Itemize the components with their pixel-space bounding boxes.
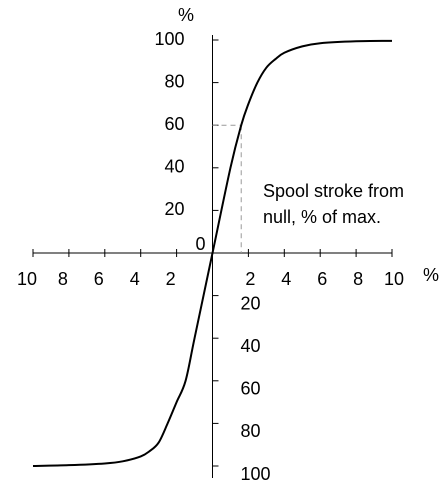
x-tick-label: 4 xyxy=(130,269,140,289)
annotation: Spool stroke from xyxy=(263,181,404,201)
y-tick-label: 20 xyxy=(241,293,261,313)
y-tick-label: 100 xyxy=(241,464,271,484)
annotation: null, % of max. xyxy=(263,207,381,227)
y-tick-label: 60 xyxy=(241,379,261,399)
x-tick-label: 6 xyxy=(317,269,327,289)
y-tick-label: 40 xyxy=(164,157,184,177)
y-axis-label: % xyxy=(178,5,194,25)
y-tick-label: 80 xyxy=(241,421,261,441)
x-tick-label: 10 xyxy=(384,269,404,289)
x-tick-label: 6 xyxy=(94,269,104,289)
y-tick-label: 40 xyxy=(241,336,261,356)
x-tick-label: 8 xyxy=(353,269,363,289)
x-tick-label: 8 xyxy=(58,269,68,289)
x-tick-label: 10 xyxy=(17,269,37,289)
x-tick-label: 2 xyxy=(166,269,176,289)
curve xyxy=(32,39,393,467)
y-tick-label: 0 xyxy=(195,234,205,254)
x-tick-label: 4 xyxy=(281,269,291,289)
y-tick-label: 100 xyxy=(154,29,184,49)
y-tick-label: 80 xyxy=(164,71,184,91)
x-axis-label: % xyxy=(423,265,439,285)
y-tick-label: 60 xyxy=(164,114,184,134)
y-tick-label: 20 xyxy=(164,199,184,219)
x-tick-label: 2 xyxy=(245,269,255,289)
